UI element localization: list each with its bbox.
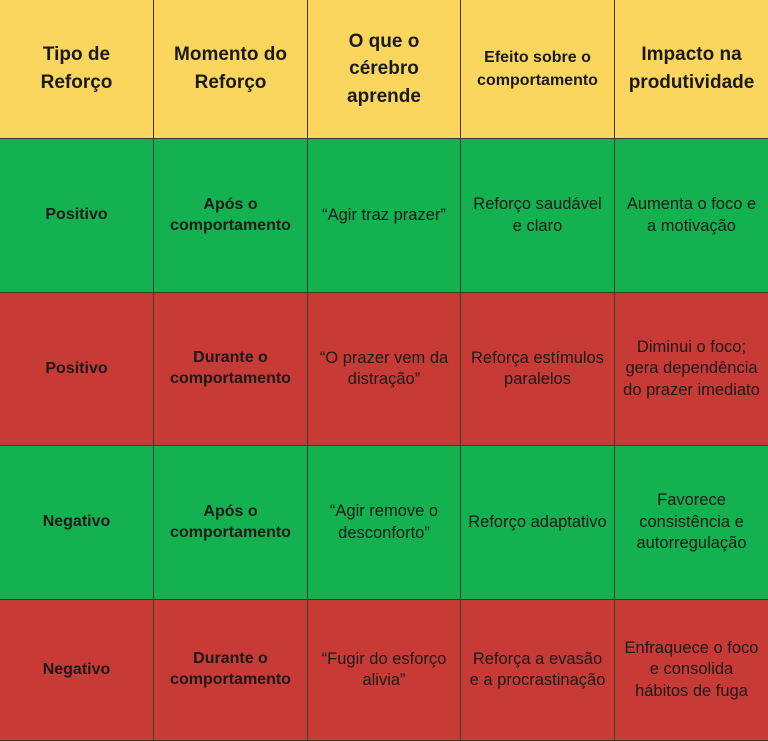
header-tipo: Tipo de Reforço	[0, 0, 154, 139]
row3-aprende: “Agir remove o desconforto”	[308, 446, 461, 600]
row4-tipo: Negativo	[0, 600, 154, 741]
row1-tipo: Positivo	[0, 139, 154, 293]
row4-impacto: Enfraquece o foco e consolida hábitos de…	[615, 600, 768, 741]
row3-impacto: Favorece consistência e autorregulação	[615, 446, 768, 600]
header-impacto: Impacto na produtividade	[615, 0, 768, 139]
row3-momento: Após o comportamento	[154, 446, 308, 600]
row2-tipo: Positivo	[0, 293, 154, 446]
header-momento: Momento do Reforço	[154, 0, 308, 139]
row2-momento: Durante o comportamento	[154, 293, 308, 446]
row1-efeito: Reforço saudável e claro	[461, 139, 615, 293]
row1-aprende: “Agir traz prazer”	[308, 139, 461, 293]
header-efeito: Efeito sobre o comportamento	[461, 0, 615, 139]
row1-momento: Após o comportamento	[154, 139, 308, 293]
header-aprende: O que o cérebro aprende	[308, 0, 461, 139]
row1-impacto: Aumenta o foco e a motivação	[615, 139, 768, 293]
row4-momento: Durante o comportamento	[154, 600, 308, 741]
row2-aprende: “O prazer vem da distração”	[308, 293, 461, 446]
row3-efeito: Reforço adaptativo	[461, 446, 615, 600]
row2-impacto: Diminui o foco; gera dependência do praz…	[615, 293, 768, 446]
row4-aprende: “Fugir do esforço alivia”	[308, 600, 461, 741]
row3-tipo: Negativo	[0, 446, 154, 600]
row2-efeito: Reforça estímulos paralelos	[461, 293, 615, 446]
row4-efeito: Reforça a evasão e a procrastinação	[461, 600, 615, 741]
